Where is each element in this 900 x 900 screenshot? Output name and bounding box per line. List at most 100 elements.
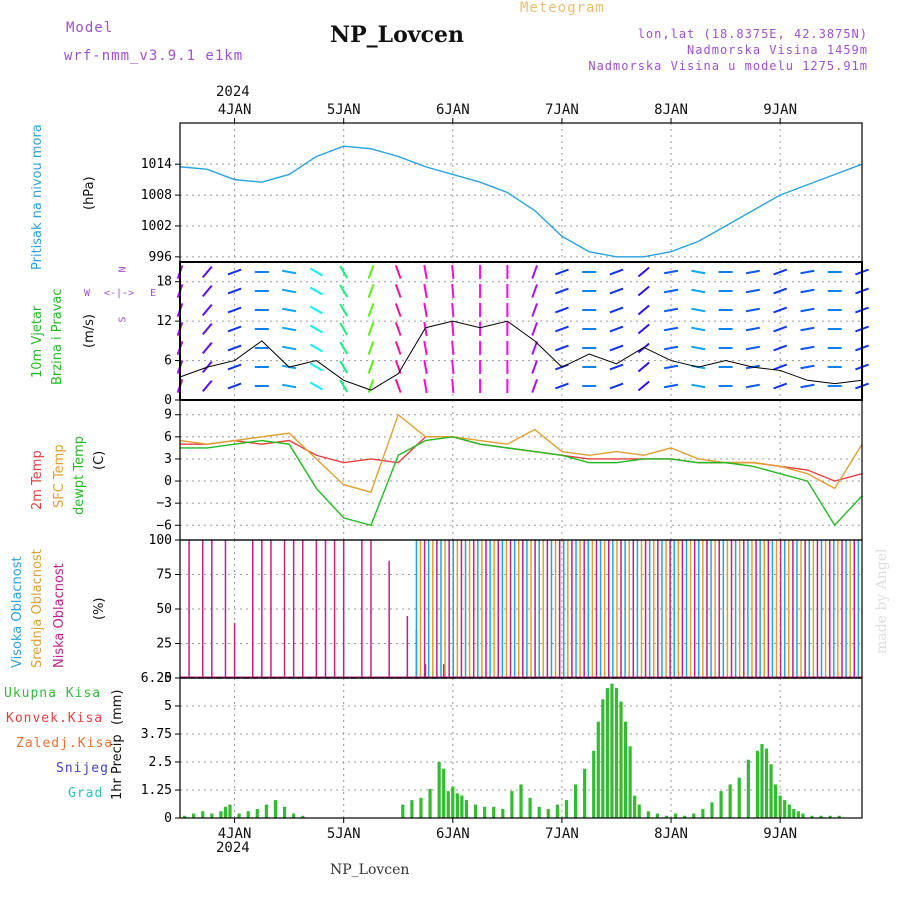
wind-arrow-18-0 bbox=[663, 269, 679, 275]
precip-bar-13 bbox=[292, 813, 296, 818]
x-label-top-3: 7JAN bbox=[545, 102, 579, 118]
wind-arrow-13-4 bbox=[531, 341, 538, 355]
panel-frames bbox=[179, 122, 863, 819]
temp-line-2 bbox=[180, 436, 863, 527]
compass-west: W bbox=[84, 288, 91, 299]
wind-arrow-19-3 bbox=[691, 326, 706, 332]
precip-bar-40 bbox=[596, 721, 600, 818]
grid-lines bbox=[180, 123, 862, 819]
wind-arrow-23-2 bbox=[800, 307, 815, 313]
meteogram-title: Meteogram bbox=[520, 0, 605, 16]
panel-frame-4 bbox=[179, 677, 863, 819]
precip-bar-26 bbox=[473, 804, 478, 818]
wind-arrow-5-3 bbox=[309, 324, 323, 334]
wind-arrow-1-3 bbox=[202, 322, 213, 336]
y-tick-label-3-3: 25 bbox=[156, 637, 172, 652]
compass-east: E bbox=[150, 288, 157, 299]
wind-arrow-14-1 bbox=[555, 287, 569, 295]
precip-conv-label: Konvek.Kisa bbox=[6, 711, 104, 726]
precip-bar-5 bbox=[223, 806, 228, 818]
panel-frame-2 bbox=[179, 399, 863, 541]
wind-arrow-19-4 bbox=[691, 345, 706, 351]
wind-arrow-13-1 bbox=[531, 284, 538, 298]
cloud-high-label: Visoka Oblacnost bbox=[10, 556, 25, 668]
wind-arrow-17-5 bbox=[637, 361, 650, 373]
wind-arrow-9-3 bbox=[423, 321, 428, 337]
y-tick-label-0-0: 1014 bbox=[141, 157, 172, 172]
x-label-top-0: 4JAN bbox=[218, 102, 252, 118]
x-label-bottom-3: 7JAN bbox=[545, 826, 579, 842]
wind-label: 10m Vjetar bbox=[30, 305, 45, 378]
precip-bar-46 bbox=[623, 721, 628, 818]
wind-arrow-8-3 bbox=[394, 322, 402, 336]
wind-arrow-1-6 bbox=[202, 379, 213, 393]
y-tick-label-4-5: 0 bbox=[164, 811, 172, 826]
precip-bar-42 bbox=[605, 688, 609, 818]
precip-bar-15 bbox=[401, 804, 405, 818]
precip-bar-63 bbox=[760, 744, 764, 818]
wind-speed-line bbox=[179, 320, 863, 391]
x-label-bottom-5: 9JAN bbox=[763, 826, 797, 842]
station-title: NP_Lovcen bbox=[330, 22, 464, 48]
y-tick-label-2-4: −3 bbox=[156, 496, 172, 511]
precip-bar-50 bbox=[646, 811, 650, 818]
wind-arrow-5-6 bbox=[309, 381, 323, 391]
wind-arrow-8-4 bbox=[394, 341, 402, 355]
precip-bar-28 bbox=[492, 806, 496, 818]
wind-arrow-1-2 bbox=[202, 303, 213, 317]
wind-arrow-23-6 bbox=[800, 383, 815, 389]
wind-arrow-5-1 bbox=[309, 286, 323, 296]
precip-bar-73 bbox=[810, 815, 814, 818]
x-axis-labels: 4JAN 4JAN 5JAN 5JAN 6JAN 6JAN 7JAN 7JAN 8JAN 8JAN… bbox=[218, 102, 797, 842]
precip-bar-75 bbox=[828, 815, 832, 818]
wind-arrow-4-4 bbox=[282, 345, 297, 351]
wind-arrow-10-2 bbox=[451, 302, 455, 318]
x-label-top-1: 5JAN bbox=[327, 102, 361, 118]
precip-bar-39 bbox=[592, 750, 596, 818]
wind-arrow-8-6 bbox=[394, 379, 402, 393]
wind-arrow-22-0 bbox=[773, 268, 788, 276]
precip-bar-56 bbox=[701, 809, 705, 818]
precip-bar-31 bbox=[519, 784, 523, 818]
precip-bar-24 bbox=[460, 795, 464, 818]
wind-arrow-18-4 bbox=[663, 345, 679, 351]
wind-arrow-5-4 bbox=[309, 343, 323, 353]
wind-arrow-6-5 bbox=[339, 360, 349, 374]
wind-arrow-13-6 bbox=[531, 379, 538, 393]
precip-bar-71 bbox=[796, 811, 800, 818]
precip-bar-14 bbox=[301, 815, 305, 818]
wind-arrow-22-3 bbox=[773, 325, 788, 333]
wind-arrow-2-5 bbox=[227, 363, 242, 371]
precip-bar-55 bbox=[692, 813, 696, 818]
wind-arrow-16-1 bbox=[609, 287, 624, 295]
footer-station: NP_Lovcen bbox=[330, 862, 410, 878]
compass-ew-arrow: <-|-> bbox=[104, 288, 135, 299]
precip-bar-52 bbox=[664, 815, 669, 818]
wind-arrow-18-6 bbox=[663, 383, 679, 389]
y-tick-label-3-1: 75 bbox=[156, 568, 172, 583]
precip-bar-18 bbox=[428, 788, 432, 818]
pressure-label: Pritisak na nivou mora bbox=[30, 124, 45, 270]
precip-bar-62 bbox=[755, 750, 760, 818]
precip-bar-38 bbox=[583, 768, 587, 818]
wind-arrow-5-0 bbox=[309, 267, 323, 277]
wind-arrow-7-3 bbox=[367, 322, 375, 336]
wind-arrow-7-0 bbox=[367, 265, 375, 279]
x-label-top-2: 6JAN bbox=[436, 102, 470, 118]
wind-arrow-2-6 bbox=[227, 382, 242, 390]
y-tick-label-1-0: 18 bbox=[156, 275, 172, 290]
wind-arrow-19-2 bbox=[691, 307, 706, 313]
precip-bar-3 bbox=[210, 813, 214, 818]
wind-arrow-13-5 bbox=[531, 360, 538, 374]
precip-bar-12 bbox=[282, 806, 287, 818]
wind-arrow-10-0 bbox=[451, 264, 455, 280]
t2m-label: 2m Temp bbox=[30, 450, 45, 510]
elevation-text: Nadmorska Visina 1459m bbox=[687, 43, 868, 57]
wind-arrow-8-2 bbox=[394, 303, 402, 317]
x-label-top-4: 8JAN bbox=[654, 102, 688, 118]
wind-arrow-2-1 bbox=[227, 287, 242, 295]
temperature-panel: 9 6 3 0 −3 −6 bbox=[156, 408, 863, 533]
precip-bar-67 bbox=[778, 795, 782, 818]
wind-arrow-16-4 bbox=[609, 344, 624, 352]
